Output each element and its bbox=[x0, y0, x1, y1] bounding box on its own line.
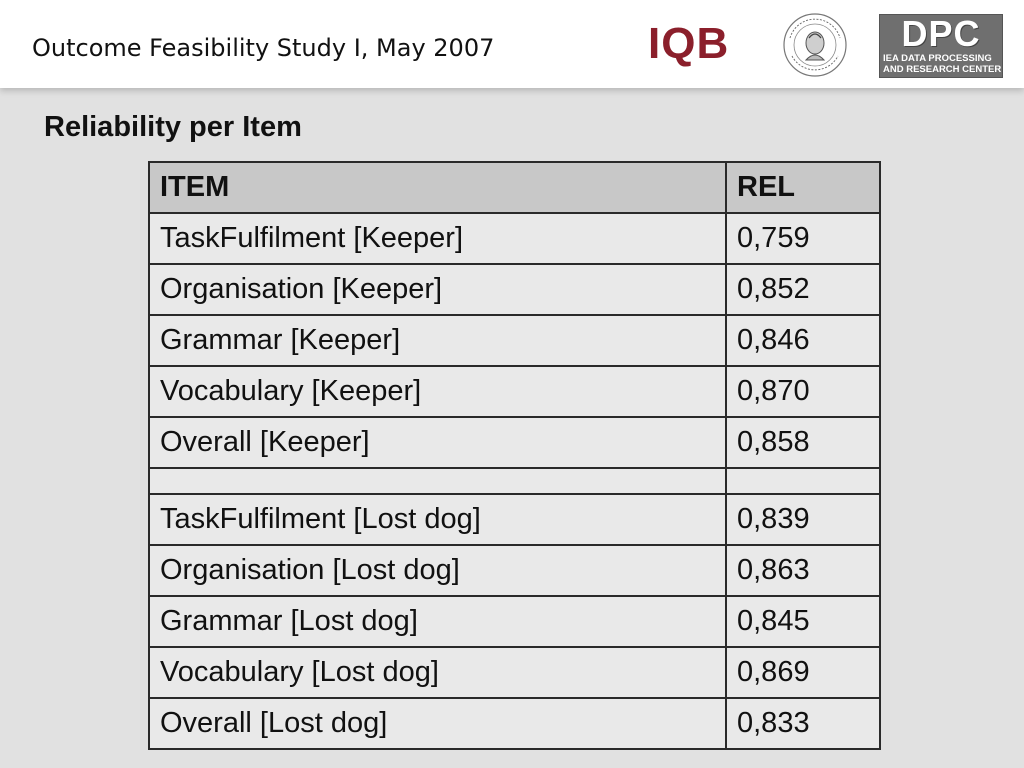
column-header-item: ITEM bbox=[148, 161, 727, 214]
item-cell: TaskFulfilment [Lost dog] bbox=[148, 493, 727, 546]
dpc-logo: DPC IEA DATA PROCESSING AND RESEARCH CEN… bbox=[879, 14, 1003, 78]
dpc-caption-line-1: IEA DATA PROCESSING bbox=[883, 53, 992, 64]
dpc-caption-line-2: AND RESEARCH CENTER bbox=[883, 64, 1002, 75]
table-row: Vocabulary [Keeper] 0,870 bbox=[148, 365, 881, 418]
item-cell: Vocabulary [Keeper] bbox=[148, 365, 727, 418]
header-title: Outcome Feasibility Study I, May 2007 bbox=[32, 34, 495, 62]
table-spacer-row bbox=[148, 467, 881, 495]
table-row: Grammar [Lost dog] 0,845 bbox=[148, 595, 881, 648]
item-cell: Overall [Keeper] bbox=[148, 416, 727, 469]
item-cell: Overall [Lost dog] bbox=[148, 697, 727, 750]
table-row: Vocabulary [Lost dog] 0,869 bbox=[148, 646, 881, 699]
rel-cell: 0,852 bbox=[725, 263, 881, 316]
slide-header: Outcome Feasibility Study I, May 2007 IQ… bbox=[0, 0, 1024, 88]
rel-cell: 0,858 bbox=[725, 416, 881, 469]
item-cell: Grammar [Lost dog] bbox=[148, 595, 727, 648]
humboldt-seal-logo bbox=[783, 13, 847, 77]
rel-cell: 0,846 bbox=[725, 314, 881, 367]
rel-cell: 0,833 bbox=[725, 697, 881, 750]
column-header-rel: REL bbox=[725, 161, 881, 214]
rel-cell: 0,839 bbox=[725, 493, 881, 546]
iqb-logo: IQB bbox=[648, 19, 730, 68]
item-cell bbox=[148, 467, 727, 495]
item-cell: Organisation [Keeper] bbox=[148, 263, 727, 316]
section-title: Reliability per Item bbox=[44, 111, 302, 143]
table-header-row: ITEM REL bbox=[148, 161, 881, 214]
item-cell: Grammar [Keeper] bbox=[148, 314, 727, 367]
rel-cell bbox=[725, 467, 881, 495]
table-row: Organisation [Lost dog] 0,863 bbox=[148, 544, 881, 597]
rel-cell: 0,759 bbox=[725, 212, 881, 265]
dpc-logo-caption: IEA DATA PROCESSING AND RESEARCH CENTER bbox=[883, 53, 1002, 75]
rel-cell: 0,863 bbox=[725, 544, 881, 597]
rel-cell: 0,869 bbox=[725, 646, 881, 699]
rel-cell: 0,870 bbox=[725, 365, 881, 418]
item-cell: TaskFulfilment [Keeper] bbox=[148, 212, 727, 265]
table-row: Overall [Lost dog] 0,833 bbox=[148, 697, 881, 750]
reliability-table: ITEM REL TaskFulfilment [Keeper] 0,759 O… bbox=[148, 161, 881, 750]
table-row: Organisation [Keeper] 0,852 bbox=[148, 263, 881, 316]
item-cell: Vocabulary [Lost dog] bbox=[148, 646, 727, 699]
dpc-logo-letters: DPC bbox=[901, 13, 981, 54]
table-row: Overall [Keeper] 0,858 bbox=[148, 416, 881, 469]
table-row: Grammar [Keeper] 0,846 bbox=[148, 314, 881, 367]
table-row: TaskFulfilment [Keeper] 0,759 bbox=[148, 212, 881, 265]
table-row: TaskFulfilment [Lost dog] 0,839 bbox=[148, 493, 881, 546]
item-cell: Organisation [Lost dog] bbox=[148, 544, 727, 597]
rel-cell: 0,845 bbox=[725, 595, 881, 648]
